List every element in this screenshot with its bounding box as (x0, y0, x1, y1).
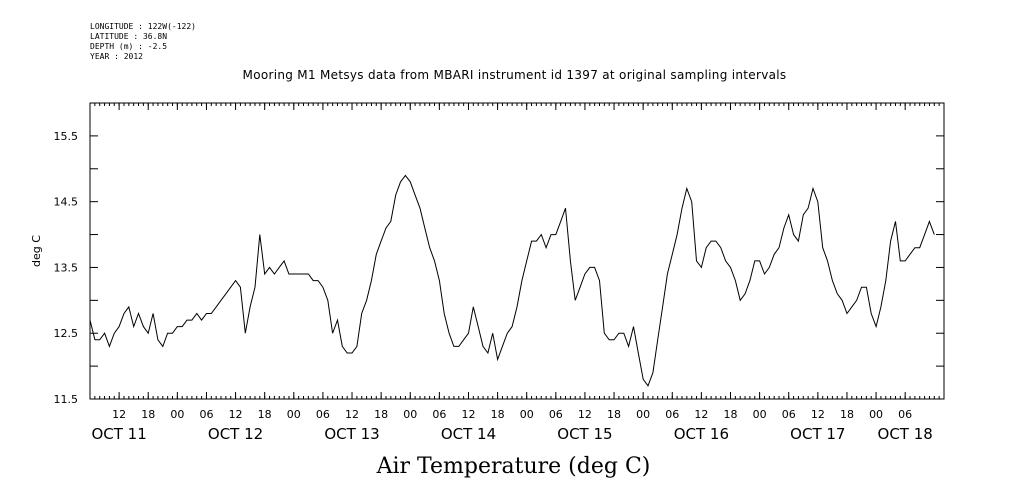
x-tick-label: 00 (170, 408, 184, 421)
y-axis-label: deg C (30, 235, 43, 267)
air-temperature-line (89, 174, 935, 387)
x-tick-label: 06 (316, 408, 330, 421)
x-tick-label: 00 (753, 408, 767, 421)
day-label: OCT 15 (557, 425, 612, 443)
day-label: OCT 12 (208, 425, 263, 443)
y-tick-label: 12.5 (54, 327, 79, 340)
x-tick-label: 00 (636, 408, 650, 421)
longitude-label: LONGITUDE : 122W(-122) (90, 22, 196, 31)
y-tick-label: 11.5 (54, 393, 79, 406)
x-tick-label: 18 (258, 408, 272, 421)
day-label: OCT 14 (441, 425, 496, 443)
x-tick-label: 18 (840, 408, 854, 421)
x-tick-label: 12 (229, 408, 243, 421)
day-label: OCT 17 (790, 425, 845, 443)
metadata-block: LONGITUDE : 122W(-122) LATITUDE : 36.8N … (90, 22, 196, 62)
y-tick-label: 13.5 (54, 261, 79, 274)
x-tick-label: 12 (461, 408, 475, 421)
x-tick-label: 12 (345, 408, 359, 421)
x-tick-label: 06 (432, 408, 446, 421)
x-tick-label: 06 (549, 408, 563, 421)
x-tick-label: 18 (491, 408, 505, 421)
chart-title: Mooring M1 Metsys data from MBARI instru… (242, 68, 787, 82)
plot-frame (89, 102, 945, 400)
latitude-label: LATITUDE : 36.8N (90, 32, 168, 41)
x-tick-label: 12 (694, 408, 708, 421)
x-tick-label: 06 (665, 408, 679, 421)
x-tick-label: 00 (287, 408, 301, 421)
day-label: OCT 16 (674, 425, 729, 443)
x-tick-label: 18 (141, 408, 155, 421)
depth-label: DEPTH (m) : -2.5 (90, 42, 168, 51)
x-tick-label: 12 (811, 408, 825, 421)
x-tick-label: 12 (578, 408, 592, 421)
day-label: OCT 13 (324, 425, 379, 443)
x-tick-label: 18 (374, 408, 388, 421)
year-label: YEAR : 2012 (90, 52, 143, 61)
x-axis-label: Air Temperature (deg C) (376, 454, 651, 479)
x-tick-label: 00 (403, 408, 417, 421)
y-tick-label: 14.5 (54, 196, 79, 209)
x-tick-label: 06 (199, 408, 213, 421)
x-tick-label: 06 (782, 408, 796, 421)
day-label: OCT 18 (878, 425, 933, 443)
x-tick-label: 00 (869, 408, 883, 421)
x-tick-label: 12 (112, 408, 126, 421)
x-tick-label: 00 (520, 408, 534, 421)
y-tick-label: 15.5 (54, 130, 79, 143)
x-tick-label: 18 (607, 408, 621, 421)
day-label: OCT 11 (91, 425, 146, 443)
x-tick-label: 18 (724, 408, 738, 421)
x-tick-label: 06 (898, 408, 912, 421)
